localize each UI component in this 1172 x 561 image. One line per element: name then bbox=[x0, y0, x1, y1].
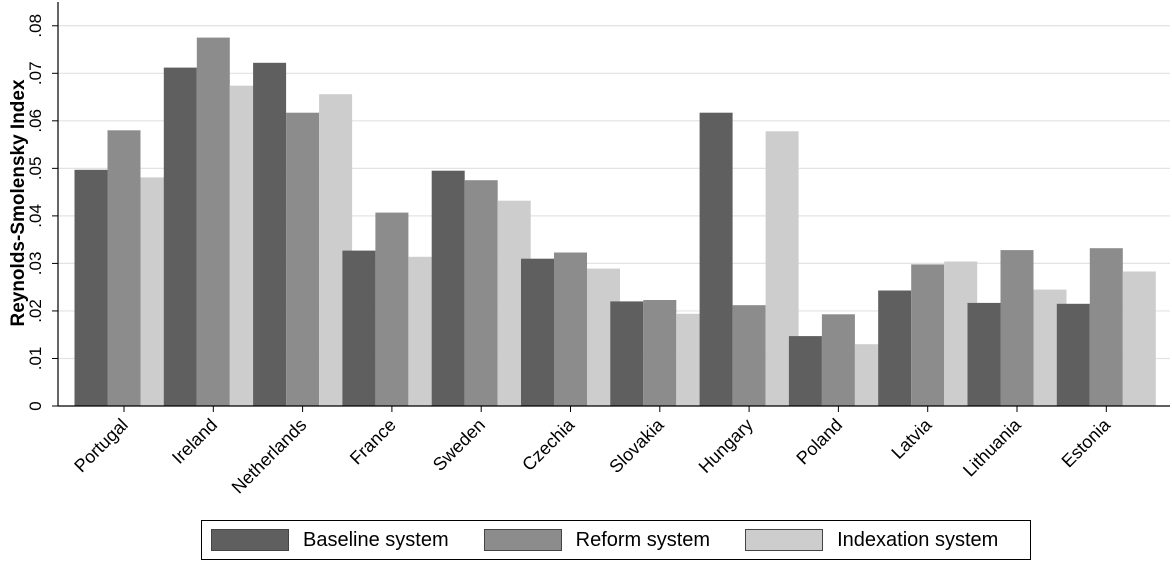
legend-item: Baseline system bbox=[211, 529, 449, 552]
bar-chart: 0 .01 .02 .03 .04 .05 .06 .07 .08 Portugal Ireland… bbox=[8, 2, 1170, 498]
bar-reform-system bbox=[911, 264, 945, 406]
bar-baseline-system bbox=[1056, 303, 1090, 406]
y-axis-label: Reynolds-Smolensky Index bbox=[8, 79, 29, 327]
x-tick-label: Sweden bbox=[429, 415, 489, 475]
bar-baseline-system bbox=[699, 112, 733, 406]
x-tick-label: Lithuania bbox=[959, 414, 1026, 481]
y-tick-label: .01 bbox=[26, 347, 45, 371]
legend-swatch bbox=[483, 529, 562, 551]
bar-baseline-system bbox=[788, 336, 822, 406]
bar-reform-system bbox=[286, 112, 320, 406]
bar-baseline-system bbox=[610, 301, 644, 406]
y-tick-label: .02 bbox=[26, 299, 45, 323]
bar-baseline-system bbox=[431, 170, 465, 406]
bar-baseline-system bbox=[521, 258, 554, 406]
x-tick-label: Portugal bbox=[70, 415, 132, 477]
x-tick-label: Czechia bbox=[518, 414, 579, 475]
x-tick-label: Latvia bbox=[887, 414, 936, 463]
x-tick-label: Hungary bbox=[695, 415, 757, 477]
legend-swatch bbox=[745, 529, 824, 551]
legend-label: Baseline system bbox=[303, 528, 449, 551]
bar-baseline-system bbox=[163, 67, 197, 406]
bar-reform-system bbox=[732, 305, 766, 406]
y-tick-label: .05 bbox=[26, 157, 45, 181]
legend-item: Indexation system bbox=[745, 529, 998, 552]
y-tick-label: .03 bbox=[26, 252, 45, 276]
x-tick-label: France bbox=[346, 415, 400, 469]
legend-swatch bbox=[211, 529, 289, 551]
x-tick-label: Ireland bbox=[168, 415, 221, 468]
bar-reform-system bbox=[196, 37, 230, 406]
legend-label: Indexation system bbox=[837, 528, 999, 551]
x-tick-label: Slovakia bbox=[605, 414, 668, 477]
y-tick-label: .06 bbox=[26, 109, 45, 133]
bar-baseline-system bbox=[967, 302, 1001, 406]
x-tick-label: Poland bbox=[792, 415, 846, 469]
bar-reform-system bbox=[464, 180, 498, 406]
bar-indexation-system bbox=[1122, 271, 1156, 406]
legend: Baseline system Reform system Indexation s… bbox=[201, 520, 1031, 560]
x-tick-label: Estonia bbox=[1058, 414, 1115, 471]
bar-reform-system bbox=[375, 212, 409, 406]
bar-baseline-system bbox=[878, 290, 912, 406]
bars bbox=[74, 37, 1156, 407]
bar-reform-system bbox=[554, 252, 587, 406]
bar-baseline-system bbox=[342, 250, 376, 406]
x-tick-label: Netherlands bbox=[228, 415, 311, 498]
y-tick-label: .07 bbox=[26, 61, 45, 85]
bar-reform-system bbox=[1089, 248, 1123, 406]
legend-label: Reform system bbox=[575, 528, 711, 551]
y-tick-label: 0 bbox=[26, 401, 45, 410]
y-tick-label: .08 bbox=[26, 14, 45, 38]
bar-reform-system bbox=[821, 314, 855, 406]
y-tick-label: .04 bbox=[26, 204, 45, 228]
legend-item: Reform system bbox=[483, 528, 711, 552]
bar-baseline-system bbox=[74, 169, 108, 406]
bar-reform-system bbox=[643, 300, 677, 406]
bar-reform-system bbox=[107, 130, 141, 407]
bar-reform-system bbox=[1000, 250, 1034, 406]
bar-baseline-system bbox=[253, 62, 287, 407]
